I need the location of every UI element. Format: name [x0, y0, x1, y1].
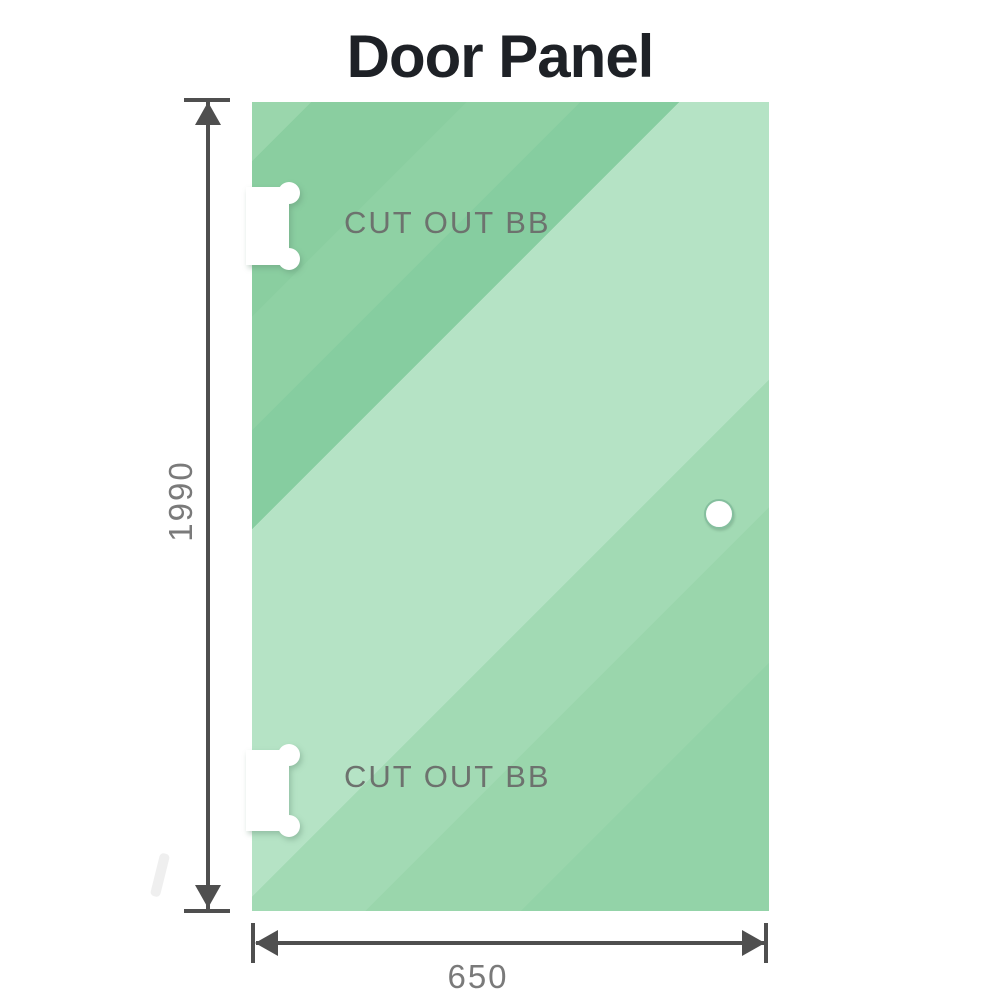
- height-dimension-cap-top: [184, 98, 230, 102]
- page-title: Door Panel: [346, 23, 655, 90]
- height-dimension-line: [206, 101, 210, 911]
- cutout-label-top: CUT OUT BB: [344, 205, 551, 240]
- width-dimension-line: [256, 941, 765, 945]
- cutout-label-bottom: CUT OUT BB: [344, 759, 551, 794]
- glass-panel: [252, 102, 769, 911]
- hinge-cutout-top-icon: [246, 182, 300, 270]
- arrow-down-icon: [195, 885, 221, 908]
- width-dimension-tick-right: [764, 923, 768, 963]
- height-dimension-cap-bottom: [184, 909, 230, 913]
- handle-hole: [704, 499, 734, 529]
- hinge-cutout-bottom-icon: [246, 744, 300, 837]
- background-smudge: [149, 852, 171, 898]
- width-dimension-label: 650: [447, 958, 509, 995]
- width-dimension-tick-left: [251, 923, 255, 963]
- arrow-left-icon: [255, 930, 278, 956]
- arrow-up-icon: [195, 102, 221, 125]
- height-dimension-label: 1990: [162, 460, 199, 542]
- arrow-right-icon: [742, 930, 765, 956]
